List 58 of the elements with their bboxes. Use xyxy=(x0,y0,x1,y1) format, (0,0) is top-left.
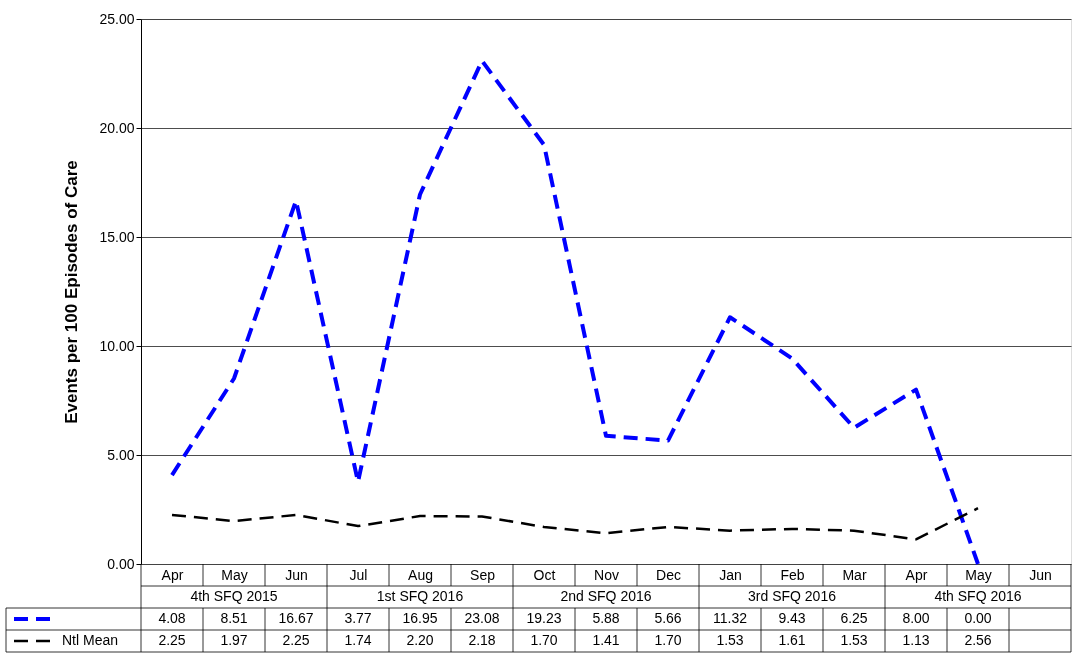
x-tick-label: Oct xyxy=(533,566,556,583)
x-tick-label: Nov xyxy=(594,566,619,583)
data-label: 1.97 xyxy=(220,632,248,648)
data-label: 1.70 xyxy=(654,632,682,648)
data-label: 2.18 xyxy=(468,632,496,648)
data-label: 1.53 xyxy=(840,632,868,648)
x-tick-label: Feb xyxy=(780,566,805,583)
text: 2nd SFQ 2016 xyxy=(560,588,652,604)
x-tick-label: Jan xyxy=(719,566,742,583)
data-label: 0.00 xyxy=(964,610,992,626)
data-label: 3.77 xyxy=(344,610,372,626)
data-label: 1.53 xyxy=(716,632,744,648)
x-tick-label: May xyxy=(221,566,248,583)
y-axis-title: Events per 100 Episodes of Care xyxy=(62,160,82,424)
line-series xyxy=(170,58,980,566)
line-series xyxy=(170,506,980,541)
data-label: 23.08 xyxy=(464,610,500,626)
data-label: 2.20 xyxy=(406,632,434,648)
data-label: 1.41 xyxy=(592,632,620,648)
data-label: 19.23 xyxy=(526,610,562,626)
data-label: 9.43 xyxy=(778,610,806,626)
y-tick-label: 5.00 xyxy=(107,446,135,463)
data-label: 11.32 xyxy=(713,610,748,626)
y-tick-label: 10.00 xyxy=(99,337,135,354)
x-tick-label: Dec xyxy=(656,566,681,583)
x-tick-label: Aug xyxy=(408,566,433,583)
x-tick-label: Mar xyxy=(842,566,867,583)
legend-label: Ntl Mean xyxy=(62,632,119,648)
data-label: 2.56 xyxy=(964,632,992,648)
data-label: 1.13 xyxy=(902,632,930,648)
text: 3rd SFQ 2016 xyxy=(748,588,837,604)
data-label: 16.67 xyxy=(278,610,314,626)
data-label: 8.00 xyxy=(902,610,930,626)
data-label: 6.25 xyxy=(840,610,868,626)
y-tick-label: 0.00 xyxy=(107,555,135,572)
data-label: 4.08 xyxy=(158,610,186,626)
data-label: 16.95 xyxy=(402,610,438,626)
x-tick-label: Jun xyxy=(1029,566,1052,583)
text: 4th SFQ 2015 xyxy=(190,588,278,604)
data-label: 8.51 xyxy=(220,610,248,626)
data-label: 1.74 xyxy=(344,632,372,648)
y-tick-label: 20.00 xyxy=(99,119,135,136)
y-tick-label: 25.00 xyxy=(99,10,135,27)
data-label: 5.88 xyxy=(592,610,620,626)
data-label: 2.25 xyxy=(158,632,186,648)
text: 4th SFQ 2016 xyxy=(934,588,1022,604)
x-tick-label: Jul xyxy=(349,566,368,583)
data-label: 1.70 xyxy=(530,632,558,648)
x-tick-label: Apr xyxy=(161,566,184,583)
x-tick-label: Jun xyxy=(285,566,308,583)
x-tick-label: May xyxy=(965,566,992,583)
data-label: 1.61 xyxy=(778,632,806,648)
text: 1st SFQ 2016 xyxy=(376,588,464,604)
x-tick-label: Apr xyxy=(905,566,928,583)
y-tick-label: 15.00 xyxy=(99,228,135,245)
x-tick-label: Sep xyxy=(470,566,496,583)
data-label: 2.25 xyxy=(282,632,310,648)
data-label: 5.66 xyxy=(654,610,682,626)
